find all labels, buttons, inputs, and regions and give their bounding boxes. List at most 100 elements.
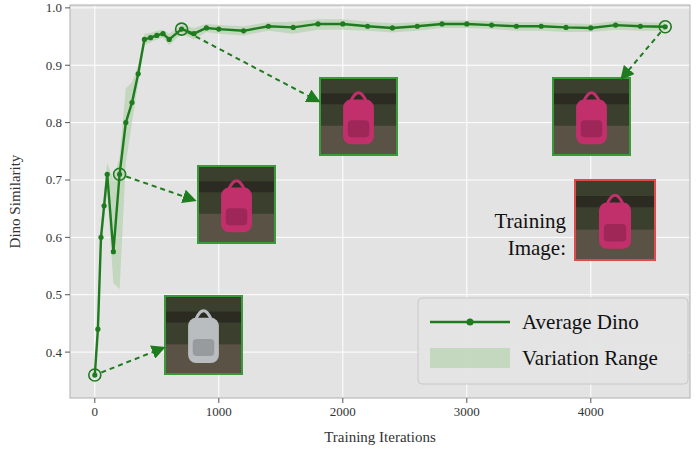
training-image-label: TrainingImage: xyxy=(494,209,566,260)
legend: Average Dino Variation Range xyxy=(418,298,688,384)
data-point xyxy=(216,26,221,31)
data-point xyxy=(105,172,110,177)
data-point xyxy=(136,71,141,76)
data-point xyxy=(123,120,128,125)
data-point xyxy=(154,33,159,38)
legend-label: Average Dino xyxy=(522,310,639,334)
highlight-ring xyxy=(176,23,188,35)
grid-line xyxy=(342,5,343,398)
grid-line xyxy=(70,294,690,295)
data-point xyxy=(98,235,103,240)
data-point xyxy=(142,37,147,42)
y-tick-label: 0.4 xyxy=(46,345,63,360)
annotation-arrow xyxy=(126,177,194,200)
annotation-arrow xyxy=(622,32,661,78)
x-tick-label: 3000 xyxy=(454,404,480,419)
data-point xyxy=(129,100,134,105)
y-tick-label: 0.8 xyxy=(46,115,62,130)
tick-mark xyxy=(65,122,70,123)
photo-frame xyxy=(575,180,655,260)
data-point xyxy=(613,22,618,27)
data-point xyxy=(563,25,568,30)
y-tick-label: 1.0 xyxy=(46,0,62,15)
photo-background xyxy=(165,296,242,374)
y-tick-label: 0.9 xyxy=(46,58,62,73)
x-tick-label: 2000 xyxy=(330,404,356,419)
data-point xyxy=(204,25,209,30)
data-point xyxy=(539,24,544,29)
data-point xyxy=(390,25,395,30)
bag-pocket xyxy=(604,224,626,242)
legend-label: Variation Range xyxy=(522,346,658,370)
tick-mark xyxy=(65,7,70,8)
sample-image xyxy=(553,78,630,155)
highlight-ring xyxy=(89,369,101,381)
grid-line xyxy=(94,5,95,398)
legend-marker xyxy=(467,319,474,326)
data-point xyxy=(663,24,668,29)
y-tick-label: 0.7 xyxy=(46,172,63,187)
tick-mark xyxy=(94,398,95,403)
bag-pocket xyxy=(193,339,215,356)
tick-mark xyxy=(65,65,70,66)
bag-pocket xyxy=(581,120,603,137)
tick-mark xyxy=(342,398,343,403)
grid-line xyxy=(70,7,690,8)
photo-frame xyxy=(198,166,275,243)
bag-body xyxy=(599,202,631,248)
annotation-arrow xyxy=(101,348,163,372)
data-point xyxy=(291,25,296,30)
tick-mark xyxy=(218,398,219,403)
data-point xyxy=(102,203,107,208)
sample-image xyxy=(165,296,242,374)
data-point xyxy=(117,172,122,177)
photo-background xyxy=(575,180,655,260)
plot-background xyxy=(70,5,690,398)
x-axis-title: Training Iterations xyxy=(324,429,436,445)
photo-background xyxy=(198,166,275,243)
data-point xyxy=(365,24,370,29)
annotation-arrow xyxy=(188,32,318,101)
photo-background xyxy=(553,78,630,155)
data-point xyxy=(92,372,97,377)
data-point xyxy=(95,327,100,332)
data-point xyxy=(415,24,420,29)
bag-pocket xyxy=(226,208,248,225)
tick-mark xyxy=(65,352,70,353)
legend-swatch xyxy=(430,348,510,368)
data-point xyxy=(638,24,643,29)
photo-frame xyxy=(553,78,630,155)
tick-mark xyxy=(466,398,467,403)
data-point xyxy=(489,22,494,27)
data-point xyxy=(148,35,153,40)
y-tick-label: 0.5 xyxy=(46,287,62,302)
data-point xyxy=(266,24,271,29)
sample-image xyxy=(320,78,397,155)
photo-background xyxy=(320,78,397,155)
data-point xyxy=(160,31,165,36)
sample-image xyxy=(198,166,275,243)
bag-pocket xyxy=(348,120,370,137)
y-tick-label: 0.6 xyxy=(46,230,63,245)
bag-body xyxy=(343,100,374,145)
variation-area xyxy=(95,19,665,378)
bag-body xyxy=(221,188,252,233)
highlight-ring xyxy=(114,168,126,180)
data-point xyxy=(179,26,184,31)
legend-box xyxy=(418,298,688,384)
data-point xyxy=(464,21,469,26)
highlight-ring xyxy=(659,21,671,33)
bag-body xyxy=(576,100,607,145)
y-axis-title: Dino Similarity xyxy=(7,154,23,248)
photo-frame xyxy=(320,78,397,155)
data-point xyxy=(241,28,246,33)
x-tick-label: 1000 xyxy=(206,404,232,419)
tick-mark xyxy=(65,294,70,295)
x-tick-label: 4000 xyxy=(578,404,604,419)
x-tick-label: 0 xyxy=(92,404,99,419)
data-group xyxy=(92,19,668,378)
tick-mark xyxy=(65,237,70,238)
data-point xyxy=(111,249,116,254)
bag-body xyxy=(188,318,219,363)
grid-line xyxy=(70,65,690,66)
